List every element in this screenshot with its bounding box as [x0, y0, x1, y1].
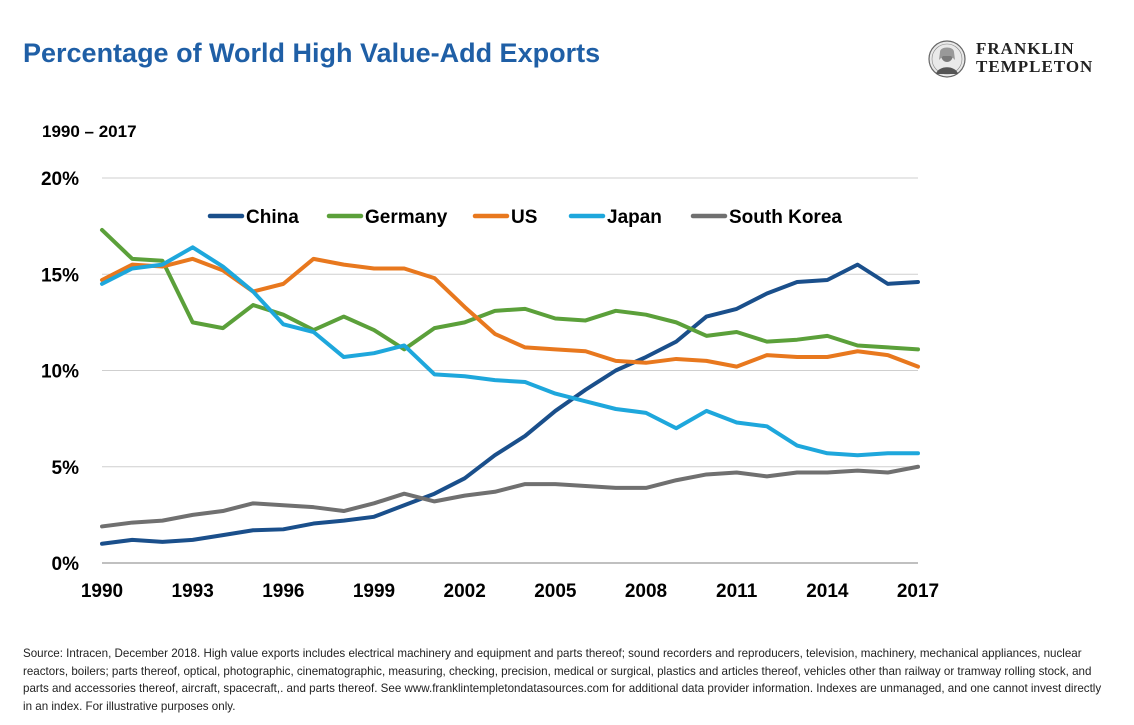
chart-title: Percentage of World High Value-Add Expor…	[23, 38, 601, 68]
y-tick-label: 10%	[41, 362, 79, 383]
x-tick-label: 2002	[444, 581, 486, 602]
legend-label: South Korea	[729, 207, 842, 228]
x-tick-label: 1990	[81, 581, 123, 602]
legend-label: Germany	[365, 207, 448, 228]
chart-subtitle: 1990 – 2017	[42, 122, 137, 141]
source-note: Source: Intracen, December 2018. High va…	[23, 647, 1102, 713]
series-line-germany	[100, 227, 920, 352]
x-tick-label: 2011	[716, 581, 758, 602]
franklin-templeton-logo: FRANKLIN TEMPLETON	[928, 40, 1108, 80]
legend-label: China	[246, 207, 299, 228]
x-tick-label: 2017	[897, 581, 939, 602]
logo-line-2: TEMPLETON	[976, 57, 1094, 76]
y-tick-label: 20%	[41, 169, 79, 190]
x-tick-label: 1993	[172, 581, 214, 602]
y-tick-label: 5%	[52, 458, 80, 479]
x-tick-label: 1996	[262, 581, 304, 602]
x-tick-label: 2008	[625, 581, 667, 602]
series-line-china	[100, 262, 920, 546]
series-line-us	[100, 256, 920, 369]
x-tick-label: 2005	[534, 581, 577, 602]
series-line-japan	[100, 245, 920, 458]
x-tick-label: 1999	[353, 581, 395, 602]
series-line-south-korea	[100, 464, 920, 529]
x-tick-label: 2014	[806, 581, 849, 602]
logo-line-1: FRANKLIN	[976, 39, 1075, 58]
legend-label: US	[511, 207, 537, 228]
legend-label: Japan	[607, 207, 662, 228]
benjamin-franklin-portrait-seal-icon	[928, 40, 966, 78]
y-tick-label: 0%	[52, 554, 80, 575]
line-chart: 0% 5% 10% 15% 20% 1990 1993 1996 1999 2002 2005 200…	[41, 169, 939, 602]
y-tick-label: 15%	[41, 265, 79, 286]
logo-wordmark: FRANKLIN TEMPLETON	[976, 40, 1093, 76]
